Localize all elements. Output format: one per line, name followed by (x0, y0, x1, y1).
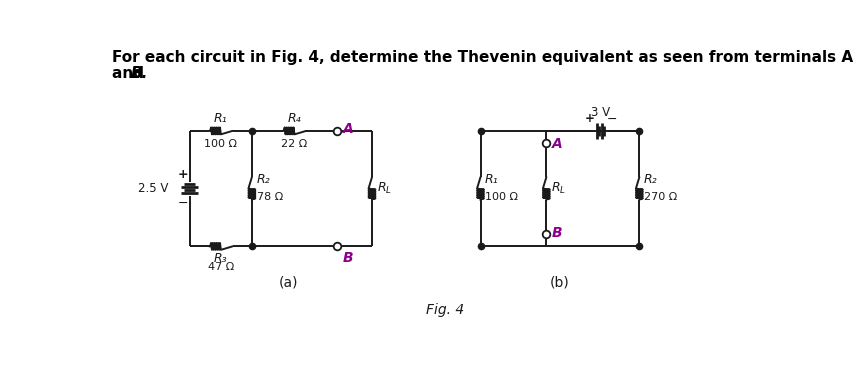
Text: 47 Ω: 47 Ω (207, 262, 234, 272)
Text: 3 V: 3 V (591, 106, 610, 119)
Text: R₁: R₁ (214, 112, 227, 125)
Text: 78 Ω: 78 Ω (257, 192, 283, 202)
Text: 270 Ω: 270 Ω (644, 192, 677, 202)
Text: A: A (552, 137, 562, 151)
Text: 2.5 V: 2.5 V (138, 182, 168, 195)
Text: +: + (585, 112, 595, 125)
Text: Fig. 4: Fig. 4 (425, 303, 464, 317)
Text: +: + (178, 167, 188, 180)
Text: B: B (552, 226, 562, 240)
Text: $R_L$: $R_L$ (551, 181, 566, 196)
Text: B.: B. (131, 66, 148, 81)
Text: R₃: R₃ (214, 252, 227, 265)
Text: (b): (b) (550, 276, 569, 290)
Text: R₄: R₄ (287, 112, 301, 125)
Text: For each circuit in Fig. 4, determine the Thevenin equivalent as seen from termi: For each circuit in Fig. 4, determine th… (112, 50, 853, 65)
Text: −: − (178, 197, 188, 210)
Text: $R_L$: $R_L$ (377, 181, 391, 196)
Text: (a): (a) (279, 276, 299, 290)
Text: A: A (343, 122, 353, 137)
Text: and: and (112, 66, 149, 81)
Text: −: − (606, 112, 617, 125)
Text: 100 Ω: 100 Ω (485, 192, 518, 202)
Text: R₂: R₂ (644, 173, 658, 186)
Text: B: B (343, 251, 353, 265)
Text: 100 Ω: 100 Ω (204, 140, 237, 149)
Text: 22 Ω: 22 Ω (281, 140, 307, 149)
Text: R₁: R₁ (485, 173, 499, 186)
Text: R₂: R₂ (257, 173, 270, 186)
